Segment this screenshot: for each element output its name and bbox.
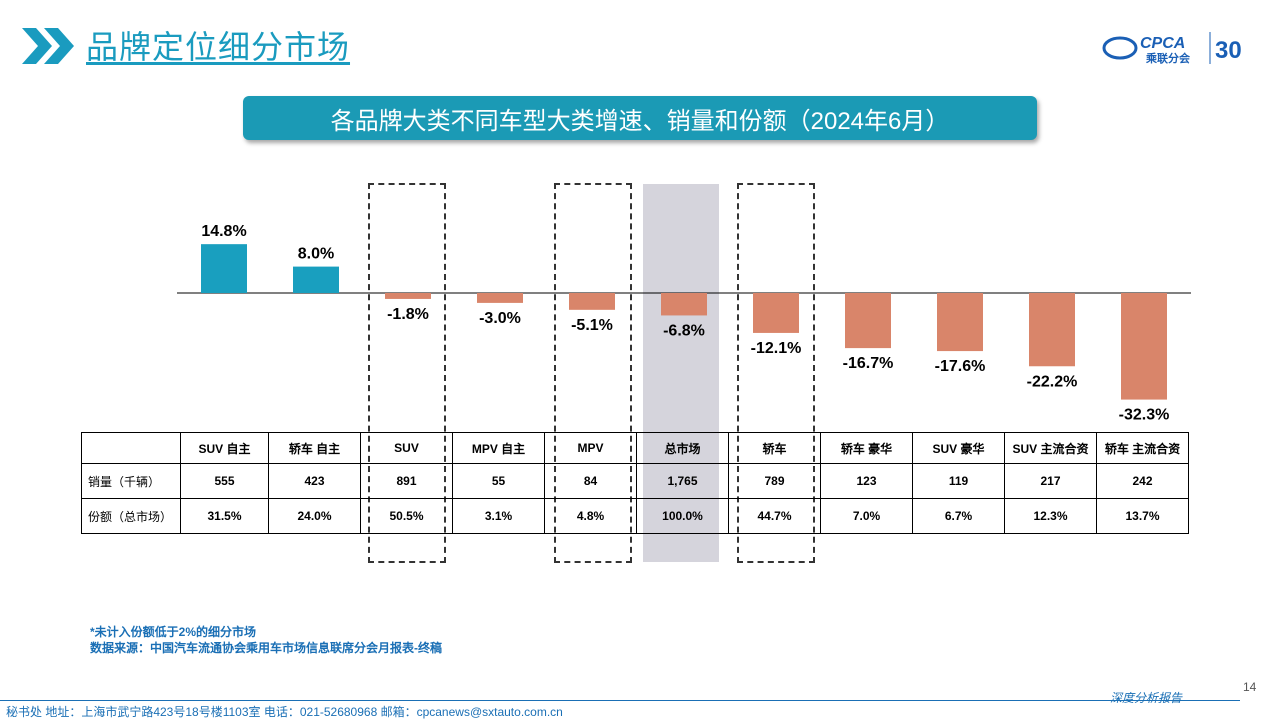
suv-dashed-box — [368, 183, 446, 563]
column-header: SUV 自主 — [180, 432, 269, 464]
table-cell: 3.1% — [452, 498, 545, 534]
anniversary-mark: 30 — [1215, 37, 1242, 64]
bar — [201, 244, 247, 293]
table-cell: 44.7% — [728, 498, 821, 534]
data-label: -3.0% — [479, 310, 521, 327]
table-cell: 50.5% — [360, 498, 453, 534]
growth-bar-chart: 14.8% 8.0% -1.8% -3.0% -5.1% -6.8% -12.1% -16.7… — [177, 223, 1191, 424]
logo-subtext: 乘联分会 — [1145, 51, 1191, 65]
table-cell: 423 — [268, 463, 361, 499]
cpca-logo: CPCA 乘联分会 30 — [1100, 28, 1270, 68]
bar — [937, 293, 983, 352]
column-header: SUV 豪华 — [912, 432, 1005, 464]
footer-divider — [0, 700, 1240, 701]
data-label: -17.6% — [935, 358, 986, 375]
row-label: 份额（总市场） — [81, 498, 181, 534]
table-cell: 789 — [728, 463, 821, 499]
table-cell: 84 — [544, 463, 637, 499]
chart-notes: *未计入份额低于2%的细分市场 数据来源：中国汽车流通协会乘用车市场信息联席分会… — [90, 624, 442, 656]
column-header: SUV — [360, 432, 453, 464]
table-cell: 555 — [180, 463, 269, 499]
page-title: 品牌定位细分市场 — [86, 29, 351, 65]
data-label: -5.1% — [571, 317, 613, 334]
data-label: -12.1% — [751, 340, 802, 357]
table-cell: 242 — [1096, 463, 1189, 499]
bar — [753, 293, 799, 333]
column-header: 总市场 — [636, 432, 729, 464]
table-cell: 6.7% — [912, 498, 1005, 534]
table-cell: 4.8% — [544, 498, 637, 534]
column-header: 轿车 豪华 — [820, 432, 913, 464]
chart-subtitle: 各品牌大类不同车型大类增速、销量和份额（2024年6月） — [243, 96, 1037, 140]
column-header: MPV — [544, 432, 637, 464]
table-cell: 13.7% — [1096, 498, 1189, 534]
footer-contact: 秘书处 地址：上海市武宁路423号18号楼1103室 电话：021-526809… — [6, 705, 563, 719]
logo-text: CPCA — [1140, 35, 1185, 52]
table-cell: 12.3% — [1004, 498, 1097, 534]
data-label: -32.3% — [1119, 407, 1170, 424]
bar — [1029, 293, 1075, 367]
row-label: 销量（千辆） — [81, 463, 181, 499]
table-cell: 55 — [452, 463, 545, 499]
column-header: MPV 自主 — [452, 432, 545, 464]
table-header-row: SUV 自主 轿车 自主 SUV MPV 自主 MPV 总市场 轿车 轿车 豪华 SUV 豪华 S… — [81, 432, 1189, 464]
report-tag: 深度分析报告 — [1110, 691, 1183, 705]
table-cell: 1,765 — [636, 463, 729, 499]
column-header: 轿车 自主 — [268, 432, 361, 464]
table-cell: 123 — [820, 463, 913, 499]
data-label: -1.8% — [387, 306, 429, 323]
table-corner-cell — [81, 432, 181, 464]
table-cell: 891 — [360, 463, 453, 499]
bar — [385, 293, 431, 299]
sedan-dashed-box — [737, 183, 815, 563]
table-cell: 119 — [912, 463, 1005, 499]
bar — [845, 293, 891, 349]
column-header: 轿车 主流合资 — [1096, 432, 1189, 464]
data-label: 14.8% — [201, 223, 246, 240]
column-header: 轿车 — [728, 432, 821, 464]
logo-swirl-icon — [1102, 36, 1138, 60]
data-label: -6.8% — [663, 322, 705, 339]
mpv-dashed-box — [554, 183, 632, 563]
bar — [477, 293, 523, 303]
data-label: 8.0% — [298, 246, 334, 263]
note-exclusion: *未计入份额低于2%的细分市场 — [90, 625, 257, 639]
table-cell: 24.0% — [268, 498, 361, 534]
data-label: -22.2% — [1027, 373, 1078, 390]
table-cell: 100.0% — [636, 498, 729, 534]
bar — [1121, 293, 1167, 400]
table-cell: 31.5% — [180, 498, 269, 534]
bar — [661, 293, 707, 316]
table-cell: 217 — [1004, 463, 1097, 499]
data-label: -16.7% — [843, 355, 894, 372]
sales-share-table: SUV 自主 轿车 自主 SUV MPV 自主 MPV 总市场 轿车 轿车 豪华 SUV 豪华 S… — [81, 432, 1189, 534]
table-cell: 7.0% — [820, 498, 913, 534]
bar — [569, 293, 615, 310]
double-chevron-icon — [22, 28, 74, 64]
sales-volume-row: 销量（千辆） 555 423 891 55 84 1,765 789 123 119 217 242 — [81, 463, 1189, 499]
note-data-source: 数据来源：中国汽车流通协会乘用车市场信息联席分会月报表-终稿 — [90, 641, 442, 655]
column-header: SUV 主流合资 — [1004, 432, 1097, 464]
bar — [293, 266, 339, 293]
page-number: 14 — [1243, 680, 1257, 694]
market-share-row: 份额（总市场） 31.5% 24.0% 50.5% 3.1% 4.8% 100.0% 44.… — [81, 498, 1189, 534]
